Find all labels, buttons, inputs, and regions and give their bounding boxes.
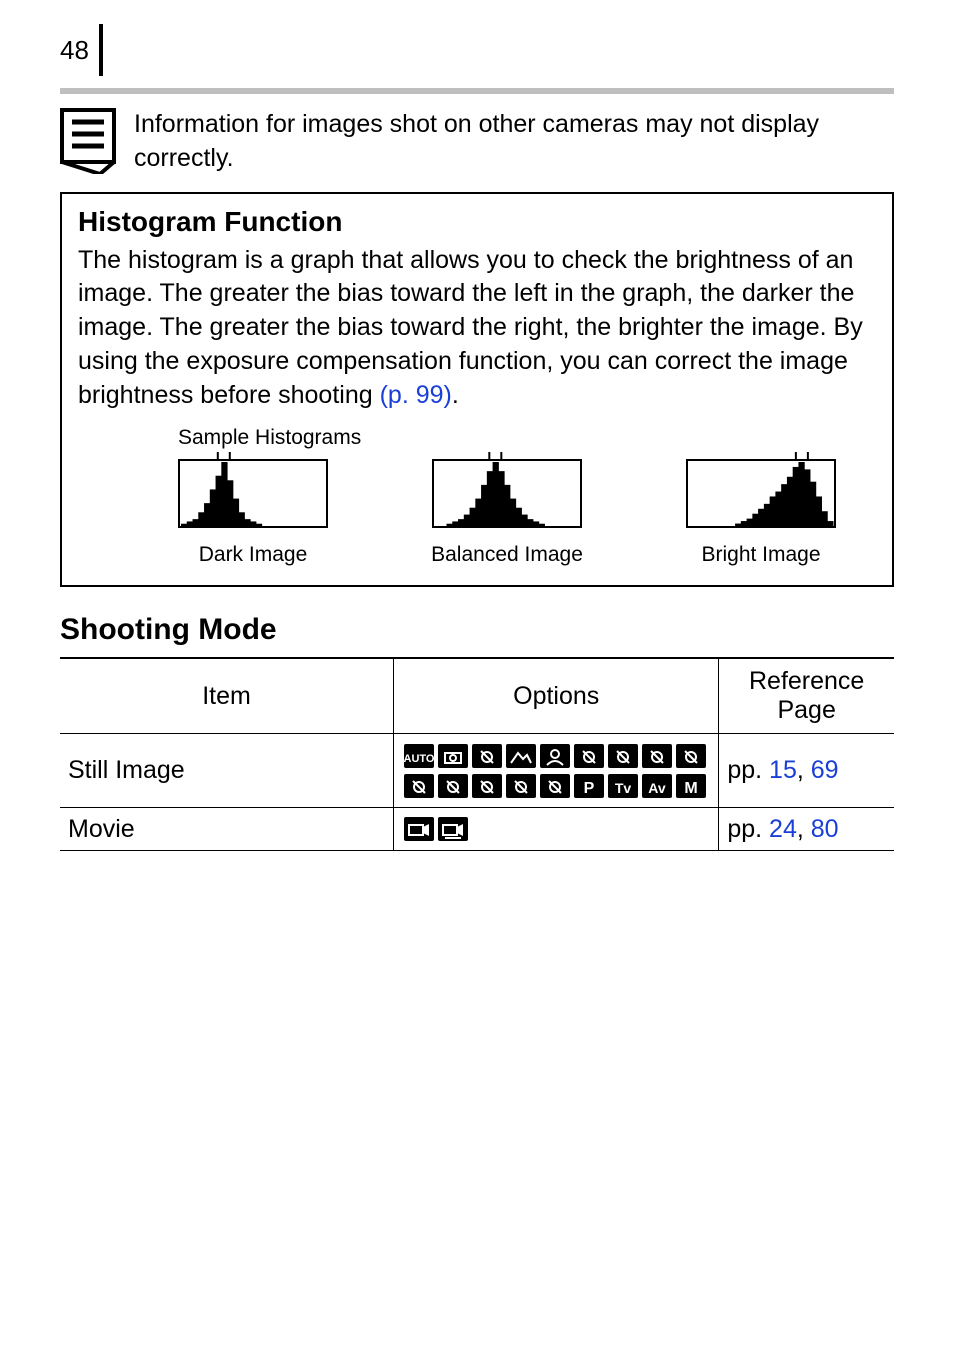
table-row: Movie pp. 24, 80: [60, 808, 894, 851]
portrait-mode-icon: [539, 743, 571, 769]
histogram-body-post: .: [452, 381, 459, 409]
shooting-mode-heading: Shooting Mode: [60, 613, 894, 647]
fireworks-mode-icon: [403, 773, 435, 799]
camera-mode-icon: [437, 743, 469, 769]
night-scene-mode-icon: [607, 743, 639, 769]
movie-mode-icon: [403, 816, 435, 842]
col-header-ref: Reference Page: [719, 658, 894, 734]
histogram-samples-row: Dark Image Balanced Image Bright Image: [78, 452, 876, 567]
table-row: Still Image AUTO P Tv Av Mpp. 15, 69: [60, 734, 894, 808]
shooting-mode-table: Item Options Reference Page Still ImageA…: [60, 657, 894, 851]
manual-m-mode-icon: M: [675, 773, 707, 799]
page-ref-link[interactable]: 69: [811, 756, 839, 784]
page-number: 48: [60, 35, 99, 66]
beach-mode-icon: [471, 773, 503, 799]
item-cell: Still Image: [60, 734, 394, 808]
histogram-body-link[interactable]: (p. 99): [380, 381, 452, 409]
options-cell: [394, 808, 719, 851]
landscape-mode-icon: [505, 743, 537, 769]
histogram-bright-icon: [686, 452, 836, 536]
histogram-heading: Histogram Function: [78, 206, 876, 238]
snow-mode-icon: [437, 773, 469, 799]
timelapse-movie-icon: [437, 816, 469, 842]
reference-cell: pp. 15, 69: [719, 734, 894, 808]
histogram-caption-balanced: Balanced Image: [431, 543, 583, 567]
easy-mode-icon: [471, 743, 503, 769]
histogram-caption-dark: Dark Image: [178, 543, 328, 567]
auto-mode-icon: AUTO: [403, 743, 435, 769]
page-ref-link[interactable]: 15: [769, 756, 797, 784]
shutter-tv-mode-icon: Tv: [607, 773, 639, 799]
note-text: Information for images shot on other cam…: [134, 108, 894, 176]
stitch-mode-icon: [539, 773, 571, 799]
page-ref-link[interactable]: 24: [769, 815, 797, 843]
indoor-mode-icon: [675, 743, 707, 769]
header-rule: [60, 88, 894, 94]
note-icon: [60, 108, 116, 174]
color-swap-mode-icon: [505, 773, 537, 799]
histogram-caption-bright: Bright Image: [686, 543, 836, 567]
histogram-sample-dark: Dark Image: [178, 452, 328, 567]
note-block: Information for images shot on other cam…: [60, 108, 894, 176]
svg-text:P: P: [584, 780, 595, 797]
svg-text:Tv: Tv: [615, 780, 632, 796]
page-number-region: 48: [60, 24, 894, 76]
item-cell: Movie: [60, 808, 394, 851]
histogram-box: Histogram Function The histogram is a gr…: [60, 192, 894, 588]
svg-text:AUTO: AUTO: [404, 753, 435, 765]
histogram-dark-icon: [178, 452, 328, 536]
histogram-balanced-icon: [432, 452, 582, 536]
options-cell: AUTO P Tv Av M: [394, 734, 719, 808]
histogram-sample-bright: Bright Image: [686, 452, 836, 567]
foliage-mode-icon: [573, 743, 605, 769]
reference-cell: pp. 24, 80: [719, 808, 894, 851]
samples-label: Sample Histograms: [178, 426, 876, 450]
table-header-row: Item Options Reference Page: [60, 658, 894, 734]
histogram-body: The histogram is a graph that allows you…: [78, 244, 876, 413]
page-number-divider: [99, 24, 103, 76]
program-p-mode-icon: P: [573, 773, 605, 799]
svg-text:M: M: [684, 780, 697, 797]
svg-text:Av: Av: [648, 780, 666, 796]
page-ref-link[interactable]: 80: [811, 815, 839, 843]
histogram-body-pre: The histogram is a graph that allows you…: [78, 246, 863, 409]
sports-mode-icon: [641, 743, 673, 769]
col-header-item: Item: [60, 658, 394, 734]
col-header-options: Options: [394, 658, 719, 734]
histogram-sample-balanced: Balanced Image: [431, 452, 583, 567]
aperture-av-mode-icon: Av: [641, 773, 673, 799]
